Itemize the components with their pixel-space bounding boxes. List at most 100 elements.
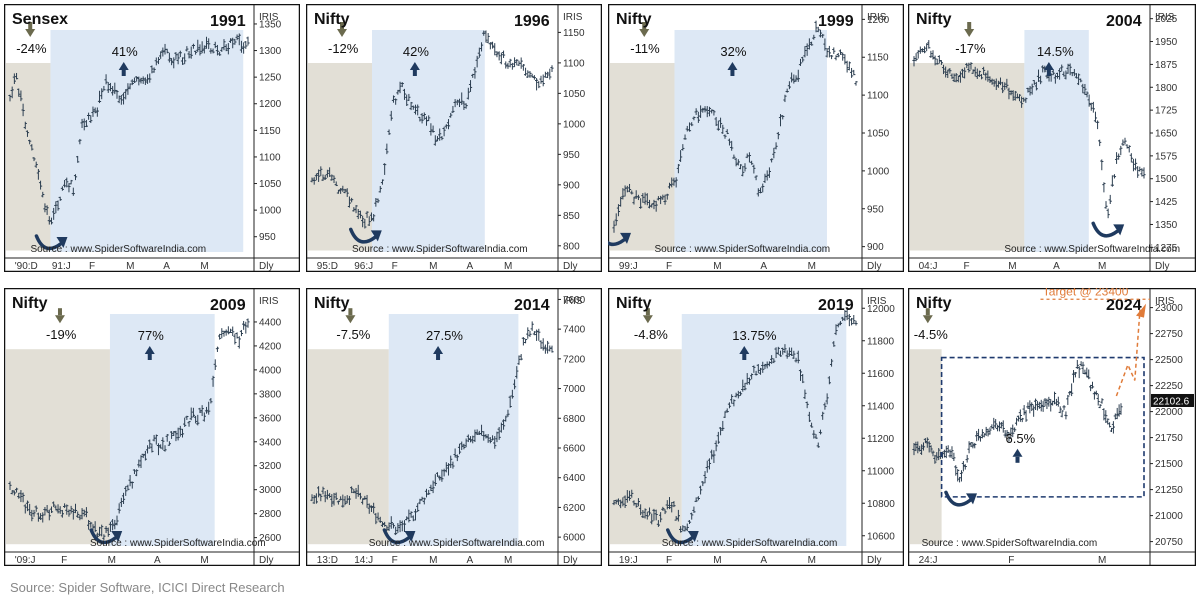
ohlc-bar: [937, 55, 941, 64]
ohlc-bar: [100, 88, 104, 100]
ohlc-bar: [47, 509, 51, 521]
chart-svg: 6000 6200 6400 6600 6800 7000 7200 7400 7600IRIS…: [306, 288, 602, 566]
ohlc-bar: [1087, 369, 1091, 380]
x-tick-label: M: [108, 555, 116, 566]
x-tick-label: A: [760, 555, 767, 566]
y-tick-label: 3600: [259, 413, 282, 424]
ohlc-bar: [56, 200, 60, 211]
ohlc-bar: [178, 50, 182, 58]
ohlc-bar: [812, 430, 816, 439]
y-tick-label: 1250: [259, 73, 282, 84]
x-tick-label: 14:J: [354, 555, 373, 566]
ohlc-bar: [189, 46, 193, 59]
ohlc-bar: [528, 71, 532, 78]
ohlc-bar: [339, 496, 343, 501]
ohlc-bar: [979, 74, 984, 80]
period-label: Dly: [867, 555, 881, 566]
consolidation-box: [940, 356, 1145, 498]
ohlc-bar: [747, 152, 752, 163]
ohlc-bar: [1020, 417, 1024, 423]
down-arrow-icon: [964, 29, 975, 37]
iris-label: IRIS: [259, 12, 279, 23]
y-tick-label: 6200: [563, 503, 586, 514]
ohlc-bar: [154, 434, 158, 445]
ohlc-bar: [323, 174, 327, 180]
ohlc-bar: [916, 441, 920, 454]
down-arrow-icon: [922, 315, 933, 324]
ohlc-bar: [453, 448, 457, 458]
ohlc-bar: [38, 180, 43, 190]
rally-zone: [1024, 30, 1089, 252]
ohlc-bar: [825, 48, 829, 58]
ohlc-bar: [545, 340, 550, 354]
iris-label: IRIS: [867, 12, 887, 23]
ohlc-bar: [998, 77, 1003, 86]
up-arrow-stem: [147, 354, 152, 360]
ohlc-bar: [672, 177, 676, 186]
ohlc-bar: [204, 36, 209, 49]
ohlc-bar: [58, 506, 62, 514]
ohlc-bar: [317, 486, 321, 498]
ohlc-bar: [967, 441, 971, 454]
ohlc-bar: [816, 26, 820, 33]
ohlc-bar: [758, 367, 763, 375]
ohlc-bar: [1083, 369, 1087, 375]
period-label: Dly: [563, 261, 577, 272]
y-tick-label: 21500: [1155, 459, 1183, 470]
ohlc-bar: [809, 41, 814, 46]
ohlc-bar: [235, 332, 239, 339]
ohlc-bar: [1064, 411, 1068, 420]
ohlc-bar: [710, 449, 714, 460]
ohlc-bar: [317, 169, 321, 182]
ohlc-bar: [473, 67, 477, 79]
ohlc-bar: [10, 86, 14, 99]
ohlc-bar: [1087, 94, 1091, 107]
y-tick-label: 22250: [1155, 381, 1183, 392]
ohlc-bar: [616, 498, 621, 505]
y-tick-label: 7200: [563, 354, 586, 365]
ohlc-bar: [679, 526, 683, 533]
ohlc-bar: [82, 118, 86, 131]
ohlc-bar: [501, 419, 506, 430]
ohlc-bar: [627, 183, 632, 193]
rally-pct-label: 32%: [720, 44, 746, 59]
y-tick-label: 1875: [1155, 60, 1178, 71]
ohlc-bar: [1043, 398, 1047, 407]
ohlc-bar: [543, 344, 547, 354]
up-arrow-icon: [433, 346, 444, 354]
ohlc-bar: [488, 437, 492, 444]
ohlc-bar: [630, 190, 634, 195]
ohlc-bar: [838, 321, 843, 326]
ohlc-bar: [543, 71, 547, 78]
ohlc-bar: [310, 177, 314, 183]
ohlc-bar: [847, 61, 851, 71]
ohlc-bar: [761, 183, 765, 193]
ohlc-bar: [845, 60, 849, 73]
ohlc-bar: [738, 391, 743, 396]
price-bars: [8, 33, 250, 225]
chart-panel-1999: 900 950 1000 1050 1100 1150 1200 IRIS Dly 99:J F M A…: [608, 4, 904, 272]
ohlc-bar: [387, 129, 391, 135]
down-arrow-stem: [57, 308, 62, 316]
ohlc-bar: [325, 169, 330, 178]
ohlc-bar: [798, 58, 803, 66]
ohlc-bar: [402, 88, 407, 100]
chart-svg: 20750 21000 21250 21500 21750 22000 22250 22500…: [908, 288, 1196, 566]
price-bars: [8, 318, 250, 543]
iris-label: IRIS: [563, 296, 583, 307]
ohlc-bar: [246, 318, 250, 328]
ohlc-bar: [374, 197, 378, 207]
ohlc-bar: [614, 213, 618, 226]
ohlc-bar: [196, 39, 200, 52]
y-tick-label: 2025: [1155, 14, 1178, 25]
year-label: 2009: [210, 297, 246, 314]
ohlc-bar: [341, 494, 345, 508]
ohlc-bar: [1017, 94, 1022, 102]
ohlc-bar: [519, 354, 523, 361]
ohlc-bar: [643, 508, 647, 519]
ohlc-bar: [854, 320, 858, 326]
period-label: Dly: [259, 261, 273, 272]
ohlc-bar: [973, 66, 977, 77]
ohlc-bar: [1062, 405, 1066, 410]
reversal-arrowhead: [620, 232, 631, 244]
